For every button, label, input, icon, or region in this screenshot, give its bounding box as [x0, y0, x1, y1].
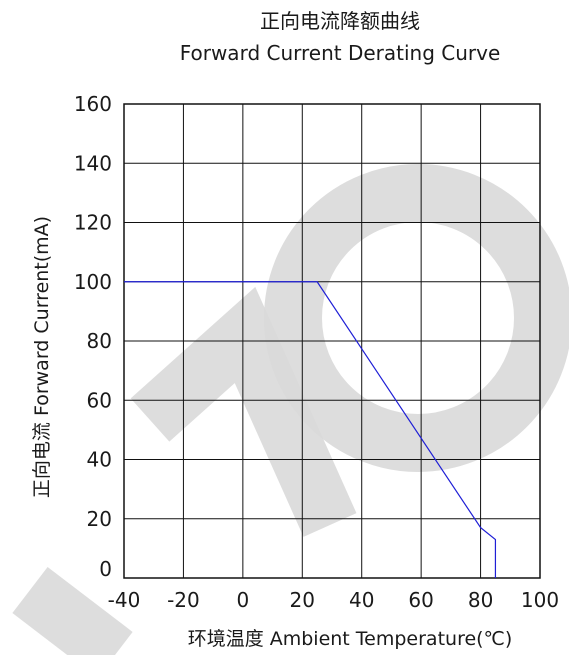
y-tick-label: 0 [99, 557, 112, 581]
watermark [12, 164, 569, 655]
y-tick-label: 60 [87, 388, 112, 412]
y-tick-label: 160 [74, 92, 112, 116]
series-group [124, 281, 497, 578]
y-tick-label: 20 [87, 507, 112, 531]
x-tick-label: 40 [349, 588, 374, 612]
x-axis-label: 环境温度 Ambient Temperature(℃) [188, 628, 513, 650]
x-tick-labels: -40 -20 0 20 40 60 80 100 [108, 588, 559, 612]
series-line [124, 281, 497, 578]
x-tick-label: 0 [236, 588, 249, 612]
x-tick-label: -20 [167, 588, 200, 612]
watermark-stroke-t [130, 286, 357, 537]
watermark-stroke-p [12, 566, 133, 655]
y-tick-labels: 0 20 40 60 80 100 120 140 160 [74, 92, 112, 581]
x-tick-label: 100 [521, 588, 559, 612]
y-tick-label: 140 [74, 151, 112, 175]
y-tick-label: 100 [74, 270, 112, 294]
y-tick-label: 80 [87, 329, 112, 353]
y-axis-label: 正向电流 Forward Current(mA) [31, 216, 53, 498]
x-tick-label: 20 [290, 588, 315, 612]
y-tick-label: 40 [87, 448, 112, 472]
plot-frame [123, 103, 541, 579]
y-tick-label: 120 [74, 211, 112, 235]
chart-title-en: Forward Current Derating Curve [180, 41, 501, 65]
watermark-ring-o [264, 164, 569, 472]
chart-title-cn: 正向电流降额曲线 [260, 9, 420, 33]
x-tick-label: -40 [108, 588, 141, 612]
x-tick-label: 60 [408, 588, 433, 612]
x-tick-label: 80 [468, 588, 493, 612]
